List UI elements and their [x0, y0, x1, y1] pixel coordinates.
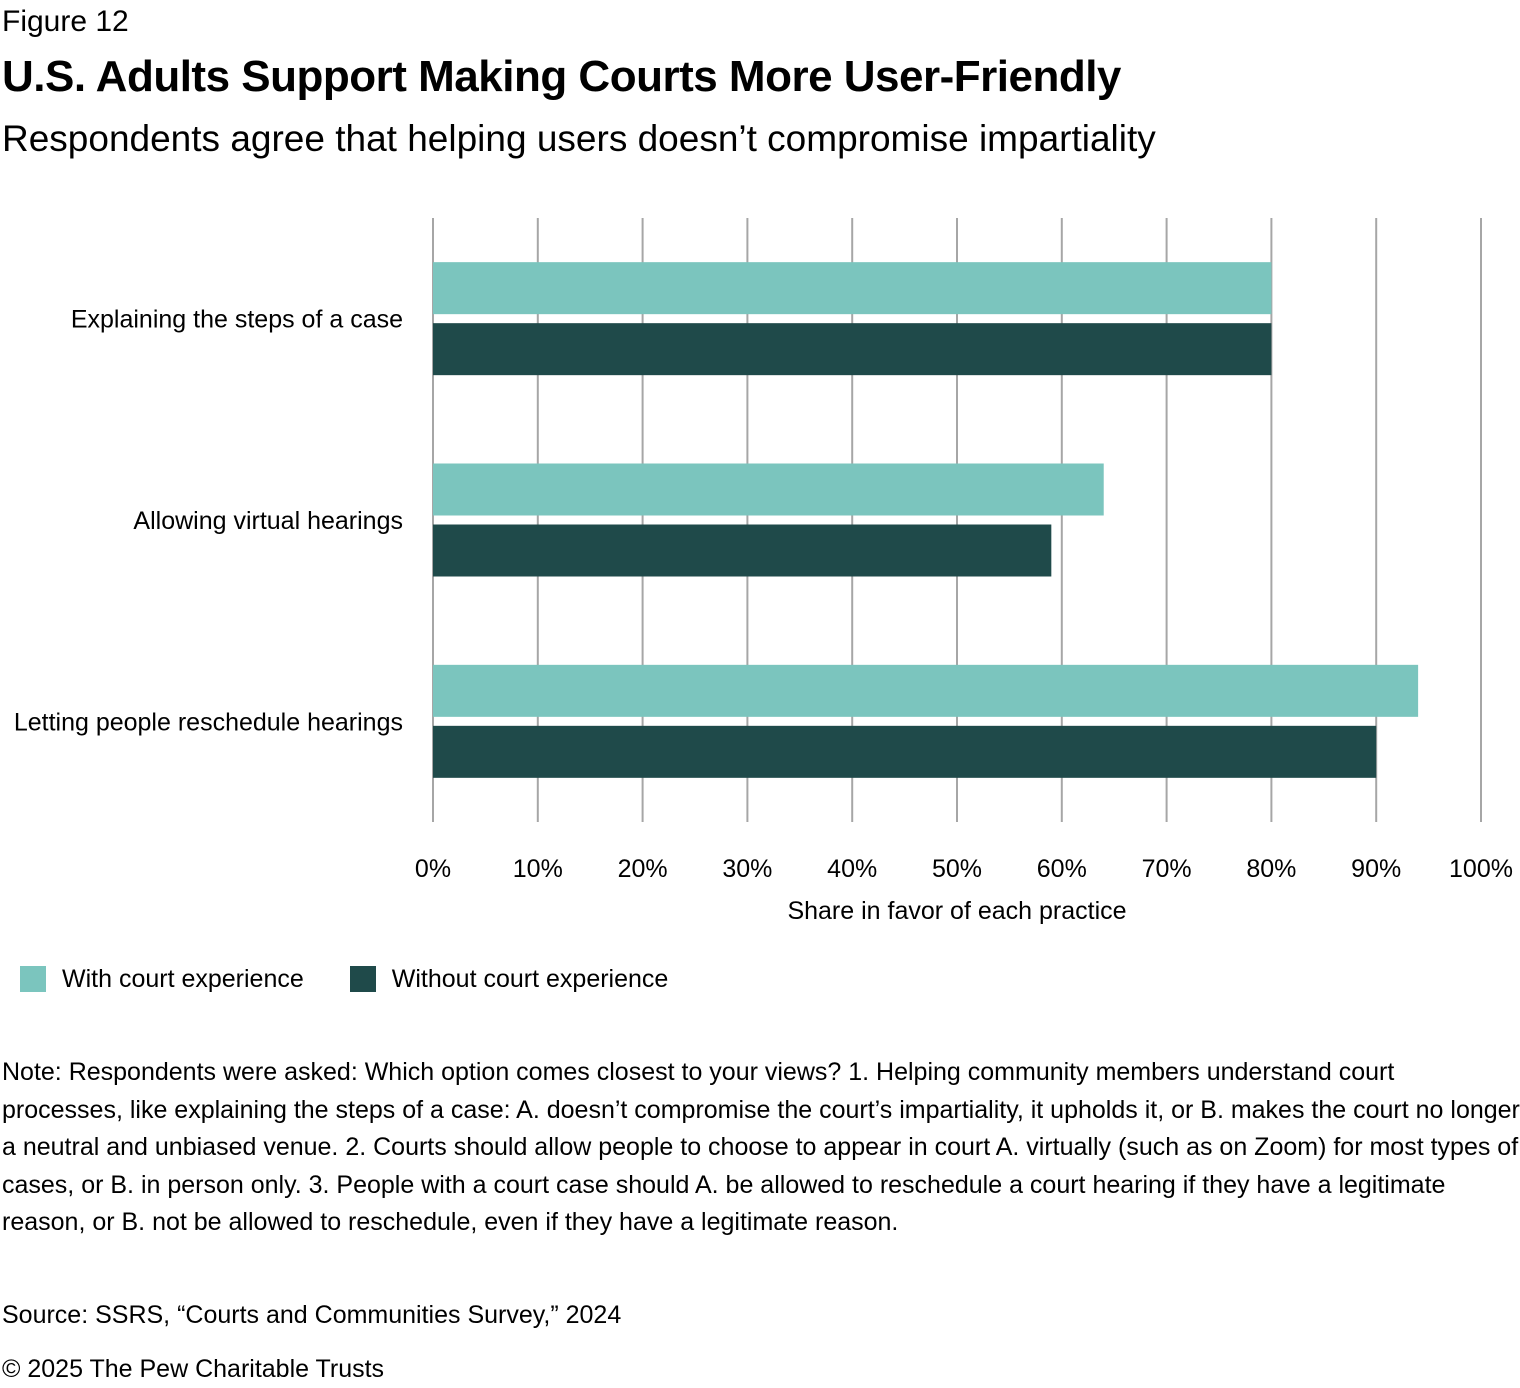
chart-source: Source: SSRS, “Courts and Communities Su… — [2, 1301, 622, 1329]
category-label: Explaining the steps of a case — [71, 306, 403, 334]
bar — [433, 664, 1419, 717]
x-tick-label: 0% — [415, 855, 451, 883]
x-tick-label: 20% — [618, 855, 668, 883]
category-label: Letting people reschedule hearings — [14, 708, 403, 736]
category-label: Allowing virtual hearings — [133, 507, 403, 535]
bar — [433, 323, 1272, 376]
bar — [433, 725, 1377, 778]
x-tick-label: 50% — [932, 855, 982, 883]
chart-title: U.S. Adults Support Making Courts More U… — [2, 52, 1121, 101]
legend-item-without-experience: Without court experience — [349, 964, 669, 994]
legend-item-with-experience: With court experience — [20, 964, 304, 994]
x-tick-label: 80% — [1246, 855, 1296, 883]
bar-chart: 0% 10% 20% 30% 40% 50% 60% 70% 80% 90% 100% Explain… — [14, 218, 1513, 925]
x-tick-label: 70% — [1142, 855, 1192, 883]
bar — [433, 524, 1052, 577]
x-tick-label: 60% — [1037, 855, 1087, 883]
x-tick-label: 90% — [1351, 855, 1401, 883]
x-axis-label: Share in favor of each practice — [787, 897, 1126, 925]
chart-legend: With court experience Without court expe… — [20, 962, 714, 996]
x-tick-label: 10% — [513, 855, 563, 883]
x-tick-label: 40% — [827, 855, 877, 883]
bar — [433, 262, 1272, 315]
legend-swatch-without-experience — [349, 966, 376, 992]
legend-label-without-experience: Without court experience — [391, 965, 669, 993]
x-tick-label: 30% — [722, 855, 772, 883]
legend-label-with-experience: With court experience — [62, 965, 304, 993]
legend-swatch-with-experience — [20, 966, 46, 992]
bar — [433, 463, 1104, 516]
figure-label: Figure 12 — [2, 5, 129, 38]
chart-note: Note: Respondents were asked: Which opti… — [2, 1058, 1520, 1236]
copyright: © 2025 The Pew Charitable Trusts — [2, 1355, 385, 1383]
x-tick-label: 100% — [1449, 855, 1513, 883]
chart-subtitle: Respondents agree that helping users doe… — [2, 118, 1156, 159]
